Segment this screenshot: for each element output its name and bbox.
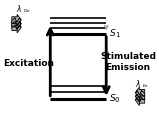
Text: 0: 0 bbox=[115, 97, 119, 103]
Text: $\lambda$: $\lambda$ bbox=[135, 78, 141, 89]
Text: S: S bbox=[110, 29, 115, 38]
Text: $_{Ex}$: $_{Ex}$ bbox=[142, 83, 149, 90]
FancyArrow shape bbox=[12, 14, 21, 26]
FancyArrow shape bbox=[12, 18, 21, 29]
FancyArrow shape bbox=[135, 91, 145, 102]
Text: Emission: Emission bbox=[105, 63, 150, 72]
Text: Stimulated: Stimulated bbox=[100, 52, 156, 61]
Text: Excitation: Excitation bbox=[3, 59, 54, 68]
Text: S: S bbox=[110, 94, 115, 103]
FancyArrow shape bbox=[135, 94, 145, 106]
Text: 1: 1 bbox=[115, 32, 119, 38]
Text: $\lambda$: $\lambda$ bbox=[16, 3, 22, 14]
Text: $_{De}$: $_{De}$ bbox=[23, 8, 31, 15]
FancyArrow shape bbox=[12, 22, 21, 33]
FancyArrow shape bbox=[135, 87, 145, 98]
